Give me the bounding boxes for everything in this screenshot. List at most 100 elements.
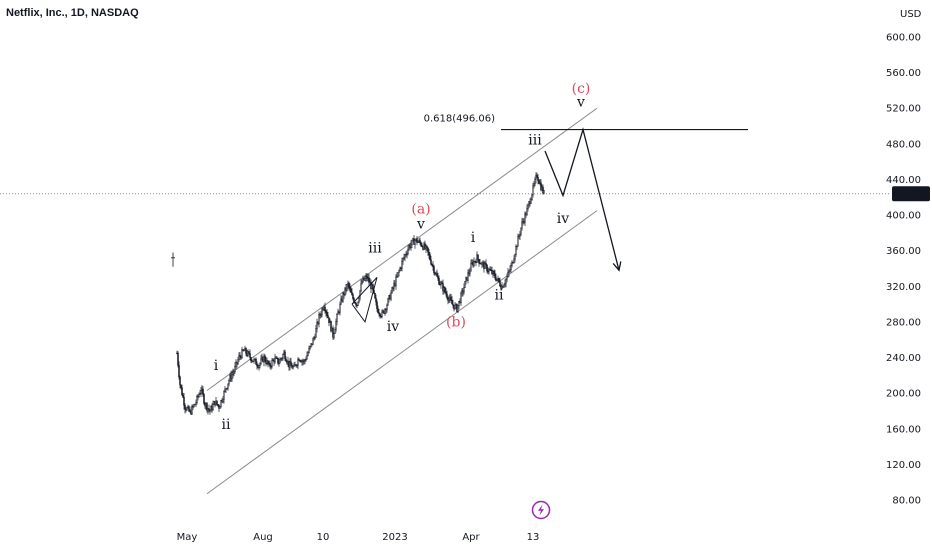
candle [238, 352, 240, 363]
candle [401, 257, 403, 272]
candle [510, 262, 512, 273]
wave-label: iii [528, 133, 542, 149]
price-tick-label: 280.00 [886, 317, 921, 328]
wave-label: v [576, 94, 585, 110]
wedge-outline[interactable] [351, 277, 378, 324]
lightning-icon[interactable] [531, 500, 551, 520]
wave-label: i [214, 358, 219, 374]
candle [450, 294, 452, 302]
price-axis[interactable]: USD 600.00 560.00 520.00 480.00 440.00 400.00… [886, 9, 930, 507]
candle [530, 196, 532, 204]
candle [478, 259, 480, 267]
candle [411, 239, 413, 249]
candle [284, 349, 286, 362]
candle [375, 294, 377, 306]
candle [402, 257, 404, 265]
candle [467, 269, 469, 284]
price-tick-label: 320.00 [886, 282, 921, 293]
candle [381, 309, 383, 319]
candle [224, 386, 226, 393]
wedge-pattern [351, 277, 378, 324]
channel-upper-line[interactable] [206, 107, 598, 391]
candle [337, 308, 339, 315]
candle [427, 247, 429, 257]
candle [253, 357, 255, 364]
candle [312, 337, 314, 345]
time-tick-label: 2023 [382, 532, 407, 543]
fib-level-label: 0.618(496.06) [424, 114, 496, 125]
candle [309, 345, 311, 351]
candle [431, 263, 433, 267]
candle [496, 279, 498, 282]
candle [387, 297, 389, 306]
candle [536, 172, 538, 179]
candle [460, 291, 462, 306]
candle [226, 387, 228, 390]
candle [469, 267, 471, 277]
wave-label: (a) [411, 201, 430, 217]
candle [245, 347, 247, 357]
channel-lower-line[interactable] [206, 210, 598, 495]
candle [421, 242, 423, 248]
candle [487, 267, 489, 275]
candle [399, 266, 401, 272]
candle [374, 292, 376, 299]
wave-label: v [416, 216, 425, 232]
candle [485, 259, 487, 269]
candle [515, 244, 517, 257]
candle [473, 257, 475, 268]
candle [395, 274, 397, 290]
wave-label: ii [222, 417, 231, 433]
candle [451, 295, 453, 305]
candle [315, 324, 317, 338]
candle [439, 281, 441, 286]
candle [308, 345, 310, 354]
candle [417, 240, 419, 243]
candle [324, 302, 326, 314]
time-tick-label: Aug [253, 532, 273, 543]
candle [270, 364, 272, 370]
candle [280, 357, 282, 362]
candle [407, 245, 409, 256]
candle [454, 302, 456, 310]
candle [364, 275, 366, 282]
last-price-badge [892, 186, 930, 202]
wave-label: iii [368, 240, 382, 256]
candle [386, 303, 388, 313]
candle [208, 404, 210, 413]
candle [486, 263, 488, 274]
candle [285, 356, 287, 362]
price-tick-label: 120.00 [886, 460, 921, 471]
candle [517, 233, 519, 247]
price-tick-label: 440.00 [886, 175, 921, 186]
candle [463, 283, 465, 295]
candle [514, 253, 516, 263]
time-axis[interactable]: May Aug 10 2023 Apr 13 [177, 532, 540, 543]
candle [352, 292, 354, 301]
candle [290, 357, 292, 366]
candle [543, 189, 545, 195]
candle [225, 388, 227, 393]
candle [405, 251, 407, 258]
candle [535, 172, 537, 184]
price-tick-label: 480.00 [886, 139, 921, 150]
candle [328, 317, 330, 327]
candle [228, 378, 230, 387]
candle [351, 288, 353, 296]
price-tick-label: 520.00 [886, 104, 921, 115]
candle [301, 359, 303, 366]
candle [306, 351, 308, 360]
candle [493, 269, 495, 276]
candle [526, 204, 528, 216]
candle [444, 286, 446, 293]
candle [267, 360, 269, 368]
candle [336, 312, 338, 326]
candle [234, 362, 236, 374]
candle [366, 273, 368, 282]
price-tick-label: 240.00 [886, 353, 921, 364]
wave-label: iv [387, 319, 399, 335]
candle [264, 354, 266, 363]
candle [303, 359, 305, 365]
projection-line[interactable] [544, 127, 620, 271]
